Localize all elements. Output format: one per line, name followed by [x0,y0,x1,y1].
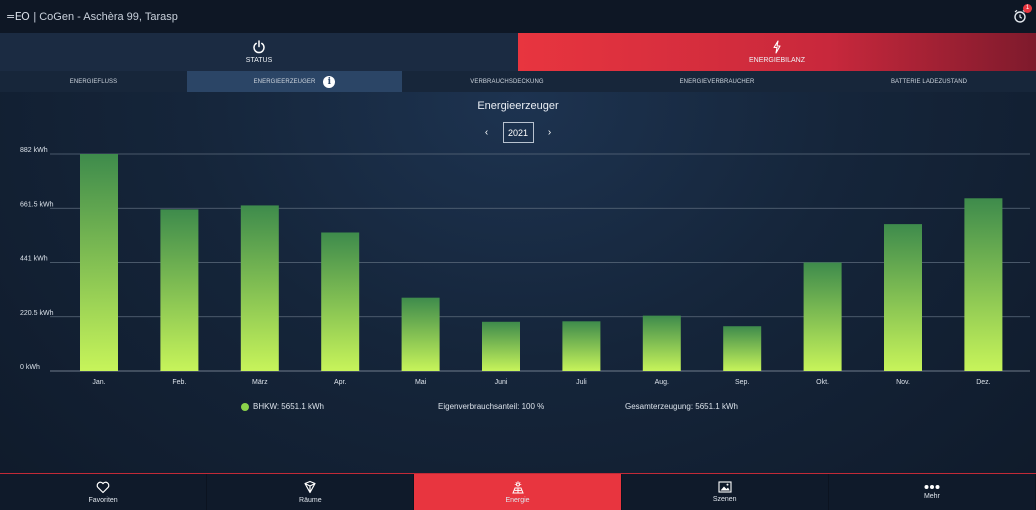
x-tick-label: Dez. [976,379,990,386]
x-tick-label: Apr. [334,379,347,386]
bar [803,262,842,371]
alarm-button[interactable]: 1 [1012,4,1032,24]
y-tick-label: 882 kWh [20,147,48,154]
energy-icon [511,480,524,493]
x-tick-label: Juli [576,379,587,386]
tab-verbrauchsdeckung[interactable]: VERBRAUCHSDECKUNG [402,71,612,92]
mode-energiebilanz-tab[interactable]: ENERGIEBILANZ [518,33,1036,71]
year-display[interactable]: 2021 [502,122,534,143]
x-tick-label: Okt. [816,379,829,386]
prev-year-button[interactable]: ‹ [484,127,489,138]
y-tick-label: 0 kWh [20,364,40,371]
tab-batterie-ladezustand[interactable]: BATTERIE LADEZUSTAND [822,71,1036,92]
nav-raeume-label: Räume [299,497,322,504]
bar [723,326,762,371]
mode-status-tab[interactable]: STATUS [0,33,518,71]
energy-bar-chart: 0 kWh 220.5 kWh 441 kWh 661.5 kWh 882 kWh Jan… [20,147,1030,386]
bar [401,297,440,371]
chart-summary: BHKW: 5651.1 kWh Eigenverbrauchsanteil: … [0,402,1036,414]
x-tick-label: Nov. [896,379,910,386]
nav-energie[interactable]: Energie [414,474,622,510]
mode-energiebilanz-label: ENERGIEBILANZ [748,57,805,64]
nav-mehr-label: Mehr [923,493,940,500]
self-consumption-summary: Eigenverbrauchsanteil: 100 % [438,402,544,411]
nav-mehr[interactable]: Mehr [829,474,1036,510]
nav-favoriten[interactable]: Favoriten [0,474,208,510]
nav-favoriten-label: Favoriten [88,496,118,504]
bottom-navigation: Favoriten Räume Energie Szenen Mehr [0,473,1036,510]
sub-tabs: ENERGIEFLUSS ENERGIEERZEUGER i VERBRAUCH… [0,71,1036,92]
bar [321,232,360,371]
tab-energieverbraucher-label: ENERGIEVERBRAUCHER [679,78,755,85]
app-title: | CoGen - Aschèra 99, Tarasp [33,10,178,23]
y-tick-label: 661.5 kWh [20,201,54,208]
total-generation-label: Gesamterzeugung: 5651.1 kWh [625,402,738,411]
year-selector: ‹ 2021 › [0,122,1036,143]
mode-status-label: STATUS [245,57,273,64]
x-tick-label: Sep. [735,379,749,386]
nav-raeume[interactable]: Räume [207,474,415,510]
bar [642,315,681,371]
bar [160,209,199,371]
app-logo: =EO [6,10,30,23]
alarm-badge: 1 [1023,4,1032,13]
heart-icon [96,481,110,493]
cube-icon [304,480,316,494]
y-tick-label: 441 kWh [20,256,48,263]
legend-bhkw: BHKW: 5651.1 kWh [241,402,324,411]
bar [240,205,279,371]
tab-energieerzeuger[interactable]: ENERGIEERZEUGER i [187,71,402,92]
bar [964,198,1003,371]
self-consumption-label: Eigenverbrauchsanteil: 100 % [438,402,545,411]
tab-batterie-ladezustand-label: BATTERIE LADEZUSTAND [890,78,968,85]
tab-energiefluss-label: ENERGIEFLUSS [69,78,118,85]
tab-energiefluss[interactable]: ENERGIEFLUSS [0,71,187,92]
nav-szenen-label: Szenen [712,496,737,503]
top-bar: =EO | CoGen - Aschèra 99, Tarasp 1 [0,0,1036,33]
tab-energieverbraucher[interactable]: ENERGIEVERBRAUCHER [612,71,822,92]
x-tick-label: Jan. [92,379,105,386]
nav-energie-label: Energie [505,496,530,504]
power-icon [253,40,265,54]
lightning-icon [773,40,781,54]
x-tick-label: Aug. [655,379,669,386]
bar [562,321,601,371]
y-tick-label: 220.5 kWh [20,310,54,317]
x-tick-label: Juni [495,379,508,386]
nav-szenen[interactable]: Szenen [622,474,829,510]
legend-swatch [241,402,249,411]
x-tick-label: Feb. [172,379,186,386]
next-year-button[interactable]: › [547,127,552,138]
tab-verbrauchsdeckung-label: VERBRAUCHSDECKUNG [470,78,544,85]
more-icon [924,485,940,489]
info-icon[interactable]: i [323,75,336,88]
mode-bar: STATUS ENERGIEBILANZ [0,33,1036,71]
chart-title: Energieerzeuger [477,100,559,112]
total-generation-summary: Gesamterzeugung: 5651.1 kWh [625,402,738,411]
bar [80,154,118,371]
bar [482,321,520,371]
x-tick-label: Mai [415,379,427,386]
x-tick-label: März [252,379,268,386]
bar [884,224,922,371]
tab-energieerzeuger-label: ENERGIEERZEUGER [253,78,316,85]
image-icon [718,481,732,493]
legend-bhkw-label: BHKW: 5651.1 kWh [253,402,324,411]
